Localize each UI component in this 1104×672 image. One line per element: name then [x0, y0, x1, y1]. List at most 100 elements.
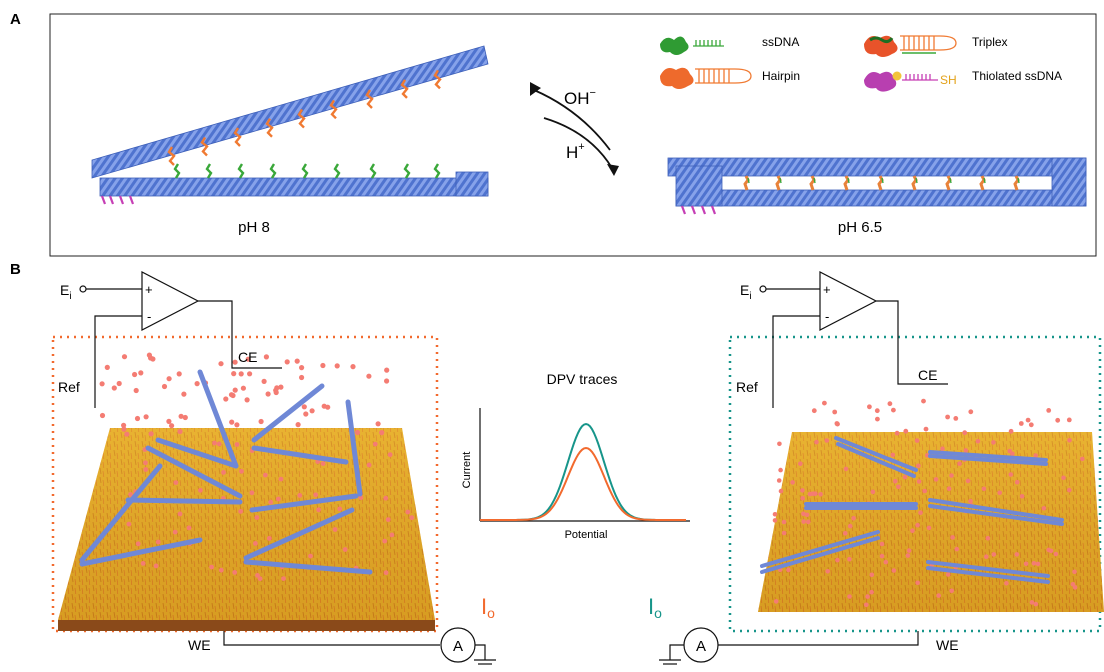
redox-molecule: [1028, 422, 1034, 428]
ssdna-strand: [301, 163, 309, 179]
right-electrode-setup: Ei + - CE Ref WE A Io: [648, 271, 1104, 665]
redox-molecule: [1080, 456, 1085, 462]
legend-ssdna: ssDNA: [660, 35, 799, 55]
redox-molecule: [915, 580, 920, 586]
legend-thiolated-label: Thiolated ssDNA: [972, 69, 1062, 83]
triplex-strands: [743, 175, 1020, 191]
redox-molecule: [777, 441, 782, 447]
ssdna-strand: [369, 163, 377, 179]
redox-molecule: [798, 461, 803, 467]
redox-molecule: [379, 430, 385, 436]
redox-molecule: [896, 484, 901, 490]
dpv-title: DPV traces: [547, 371, 618, 387]
redox-molecule: [104, 364, 110, 370]
redox-molecule: [229, 419, 235, 425]
redox-molecule: [1014, 552, 1020, 557]
triplex-green-strand: [847, 177, 850, 184]
origami-upper-arm: [91, 45, 489, 179]
redox-molecule: [126, 521, 132, 527]
origami-rod: [155, 437, 239, 469]
redox-molecule: [218, 567, 224, 573]
redox-molecule: [968, 498, 973, 504]
legend-triplex: Triplex: [864, 35, 1008, 57]
origami-closed-hinge: [1051, 157, 1087, 207]
redox-molecule: [865, 594, 870, 599]
redox-molecule: [800, 488, 805, 493]
right-ref-label: Ref: [736, 379, 758, 395]
triplex-strand: [775, 175, 782, 191]
triplex-green-strand: [983, 177, 986, 184]
hairpin-strand: [167, 146, 176, 166]
redox-molecule: [936, 593, 941, 598]
redox-molecule: [239, 468, 244, 474]
redox-molecule: [232, 387, 238, 393]
left-gold-edge: [58, 620, 435, 631]
redox-molecule: [890, 452, 896, 458]
origami-rod: [834, 436, 918, 472]
redox-molecule: [1035, 561, 1041, 567]
redox-molecule: [1008, 428, 1014, 434]
redox-molecule: [161, 383, 168, 390]
triplex-comb-icon: [900, 35, 957, 51]
redox-molecule: [1055, 417, 1061, 423]
redox-molecule: [946, 486, 952, 492]
thiol-anchors: [100, 195, 135, 205]
redox-molecule: [832, 409, 838, 415]
redox-molecule: [933, 477, 939, 482]
left-minus: -: [147, 309, 151, 324]
redox-molecule: [975, 439, 981, 444]
redox-molecule: [1046, 547, 1051, 553]
redox-molecule: [1008, 472, 1013, 477]
left-plus: +: [145, 282, 153, 297]
redox-molecule: [851, 515, 856, 521]
redox-molecule: [278, 384, 284, 390]
redox-molecule: [811, 408, 817, 414]
origami-closed-upper: [667, 157, 1087, 177]
redox-molecule: [294, 358, 300, 364]
redox-molecule: [790, 480, 795, 485]
legend-ssdna-label: ssDNA: [762, 35, 799, 49]
origami-rod: [928, 450, 1048, 462]
left-we-label: WE: [188, 637, 211, 653]
triplex-strand: [979, 175, 986, 191]
redox-molecule: [949, 588, 954, 594]
redox-molecule: [263, 472, 268, 478]
ssdna-comb-icon: [693, 40, 724, 47]
redox-molecule: [309, 408, 315, 414]
redox-molecule: [198, 487, 203, 493]
origami-closed-lower: [675, 189, 1087, 207]
redox-molecule: [143, 467, 149, 472]
ssdna-strand: [173, 163, 181, 179]
triplex-strand: [877, 175, 884, 191]
redox-molecule: [950, 535, 955, 540]
redox-molecule: [148, 431, 154, 437]
left-electrode-setup: Ei + - CE Ref WE A Io: [51, 271, 496, 665]
redox-molecule: [825, 569, 830, 574]
redox-molecule: [358, 495, 364, 501]
ssdna-strand: [433, 163, 441, 179]
redox-molecule: [173, 480, 179, 485]
origami-rod: [345, 399, 363, 497]
redox-molecule: [384, 378, 390, 384]
legend: ssDNA Triplex Hairpin: [660, 35, 1062, 92]
thiol-blob: [864, 71, 897, 92]
redox-molecule: [965, 478, 971, 484]
origami-rod: [760, 530, 880, 568]
redox-molecule: [869, 572, 875, 578]
origami-rod: [928, 498, 1064, 522]
hairpin-strand: [329, 99, 338, 120]
dpv-trace-teal: [480, 422, 686, 521]
redox-molecule: [234, 442, 240, 447]
redox-molecule: [232, 570, 238, 575]
ssdna-strands: [173, 163, 441, 179]
redox-molecule: [874, 408, 880, 414]
redox-molecule: [1053, 551, 1059, 557]
origami-rod: [243, 507, 355, 561]
legend-hairpin: Hairpin: [660, 67, 800, 89]
redox-molecule: [1033, 453, 1038, 458]
redox-molecule: [354, 429, 361, 436]
redox-molecule: [847, 556, 852, 562]
redox-molecule: [1067, 438, 1072, 443]
redox-molecule: [121, 422, 127, 428]
